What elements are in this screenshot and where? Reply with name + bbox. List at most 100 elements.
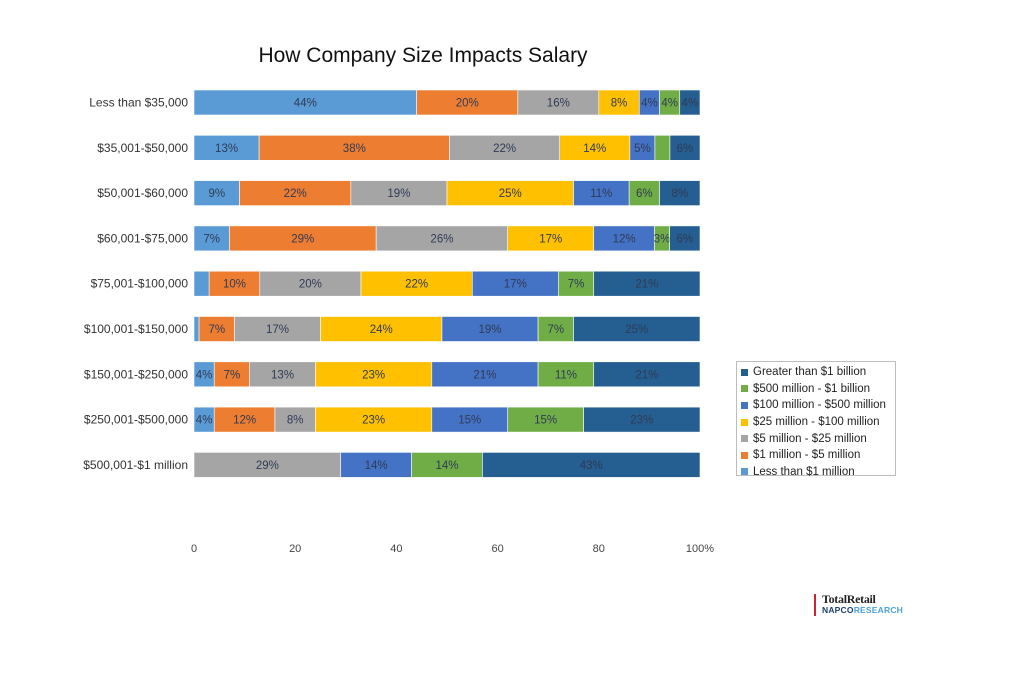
x-tick-label: 60 (491, 543, 503, 555)
bar-data-label: 3% (654, 233, 671, 245)
legend-swatch (741, 468, 748, 476)
legend-item: $100 million - $500 million (741, 397, 895, 414)
category-label: Less than $35,000 (89, 96, 188, 110)
bar-segment (446, 180, 574, 206)
bar-segment (229, 225, 377, 252)
category-label: $50,001-$60,000 (97, 186, 188, 200)
bar-segment (628, 180, 660, 206)
bar-data-label: 7% (203, 233, 220, 245)
bar-segment (537, 316, 574, 342)
bar-data-label: 15% (534, 415, 557, 427)
x-tick-label: 100% (686, 543, 714, 555)
bar-data-label: 26% (430, 233, 453, 245)
bar-segment (249, 361, 316, 388)
bar-segment (679, 89, 701, 116)
legend-swatch (741, 368, 748, 376)
bar-segment (593, 361, 701, 388)
legend-label: Less than $1 million (753, 465, 855, 478)
legend-swatch (741, 385, 748, 393)
bar-segment (234, 316, 321, 342)
legend-label: $100 million - $500 million (753, 399, 886, 412)
bar-segment (274, 406, 316, 433)
bar-data-label: 8% (287, 415, 304, 427)
bar-data-label: 23% (362, 369, 385, 381)
brand-name: TotalRetail (822, 592, 876, 606)
bar-segment (208, 270, 261, 297)
bar-data-label: 17% (266, 324, 289, 336)
legend-item: $500 million - $1 billion (741, 381, 895, 398)
bar-segment (507, 406, 584, 433)
legend: Greater than $1 billion $500 million - $1… (736, 361, 896, 478)
bar-data-label: 22% (405, 279, 428, 291)
bar-data-label: 16% (547, 98, 570, 110)
legend-swatch (741, 451, 748, 459)
bar-data-label: 7% (568, 279, 585, 291)
bar-segment (315, 361, 433, 388)
bar-data-label: 4% (196, 415, 213, 427)
bar-segment (193, 180, 240, 206)
bar-segment (193, 135, 260, 161)
bar-data-label: 7% (208, 324, 225, 336)
bar-data-label: 12% (613, 233, 636, 245)
bar-segment (315, 406, 433, 433)
bar-data-label: 13% (271, 369, 294, 381)
bar-segment (669, 135, 701, 161)
bar-data-label: 23% (362, 415, 385, 427)
bar-data-label: 10% (223, 279, 246, 291)
bar-data-label: 14% (365, 460, 388, 472)
bar-data-label: 23% (630, 415, 653, 427)
bar-segment (669, 225, 701, 252)
legend-label: $5 million - $25 million (753, 432, 867, 445)
legend-label: Greater than $1 billion (753, 366, 867, 379)
x-axis-ticks: 0 20 40 60 80 100% (191, 543, 714, 555)
bar-segment (239, 180, 352, 206)
bar-segment (259, 270, 362, 297)
bar-segment (375, 225, 509, 252)
category-label: $100,001-$150,000 (84, 322, 188, 336)
bar-segment (573, 180, 630, 206)
bar-data-label: 25% (625, 324, 648, 336)
bar-data-label: 4% (661, 98, 678, 110)
legend-swatch (741, 418, 748, 426)
bar-data-label: 25% (499, 188, 522, 200)
bar-segment (659, 180, 701, 206)
bar-data-label: 11% (555, 369, 577, 381)
bar-data-label: 21% (473, 369, 496, 381)
bar-segment (449, 135, 561, 161)
legend-label: $1 million - $5 million (753, 449, 861, 462)
legend-swatch (741, 401, 748, 409)
x-tick-label: 0 (191, 543, 197, 555)
bar-data-label: 15% (458, 415, 481, 427)
bar-segment (340, 452, 412, 478)
bar-data-label: 4% (641, 98, 658, 110)
bar-data-label: 19% (478, 324, 501, 336)
bar-segment (431, 361, 539, 388)
legend-item: Greater than $1 billion (741, 364, 895, 381)
bar-data-label: 8% (611, 98, 628, 110)
bar-data-label: 20% (456, 98, 479, 110)
bar-data-label: 6% (677, 143, 694, 155)
legend-item: $1 million - $5 million (741, 447, 895, 464)
bar-data-label: 29% (291, 233, 314, 245)
bar-segment (482, 452, 701, 478)
bar-data-label: 11% (590, 188, 612, 200)
brand-subtitle-b: RESEARCH (853, 605, 904, 615)
legend-item: $25 million - $100 million (741, 414, 895, 431)
category-label: $250,001-$500,000 (84, 413, 188, 427)
bar-segment (573, 316, 701, 342)
bar-segment (320, 316, 443, 342)
legend-swatch (741, 435, 748, 443)
bar-segment (558, 270, 595, 297)
bar-data-label: 13% (215, 143, 238, 155)
bar-data-label: 8% (671, 188, 688, 200)
bar-segment (360, 270, 473, 297)
brand-subtitle-a: NAPCO (822, 605, 854, 615)
brand-accent-bar (814, 594, 816, 616)
bar-segment (559, 135, 631, 161)
bar-segment (411, 452, 483, 478)
bar-data-label: 38% (343, 143, 366, 155)
category-labels: Less than $35,000 $35,001-$50,000 $50,001-… (83, 96, 188, 472)
bar-data-label: 9% (208, 188, 225, 200)
bar-data-label: 6% (677, 233, 694, 245)
